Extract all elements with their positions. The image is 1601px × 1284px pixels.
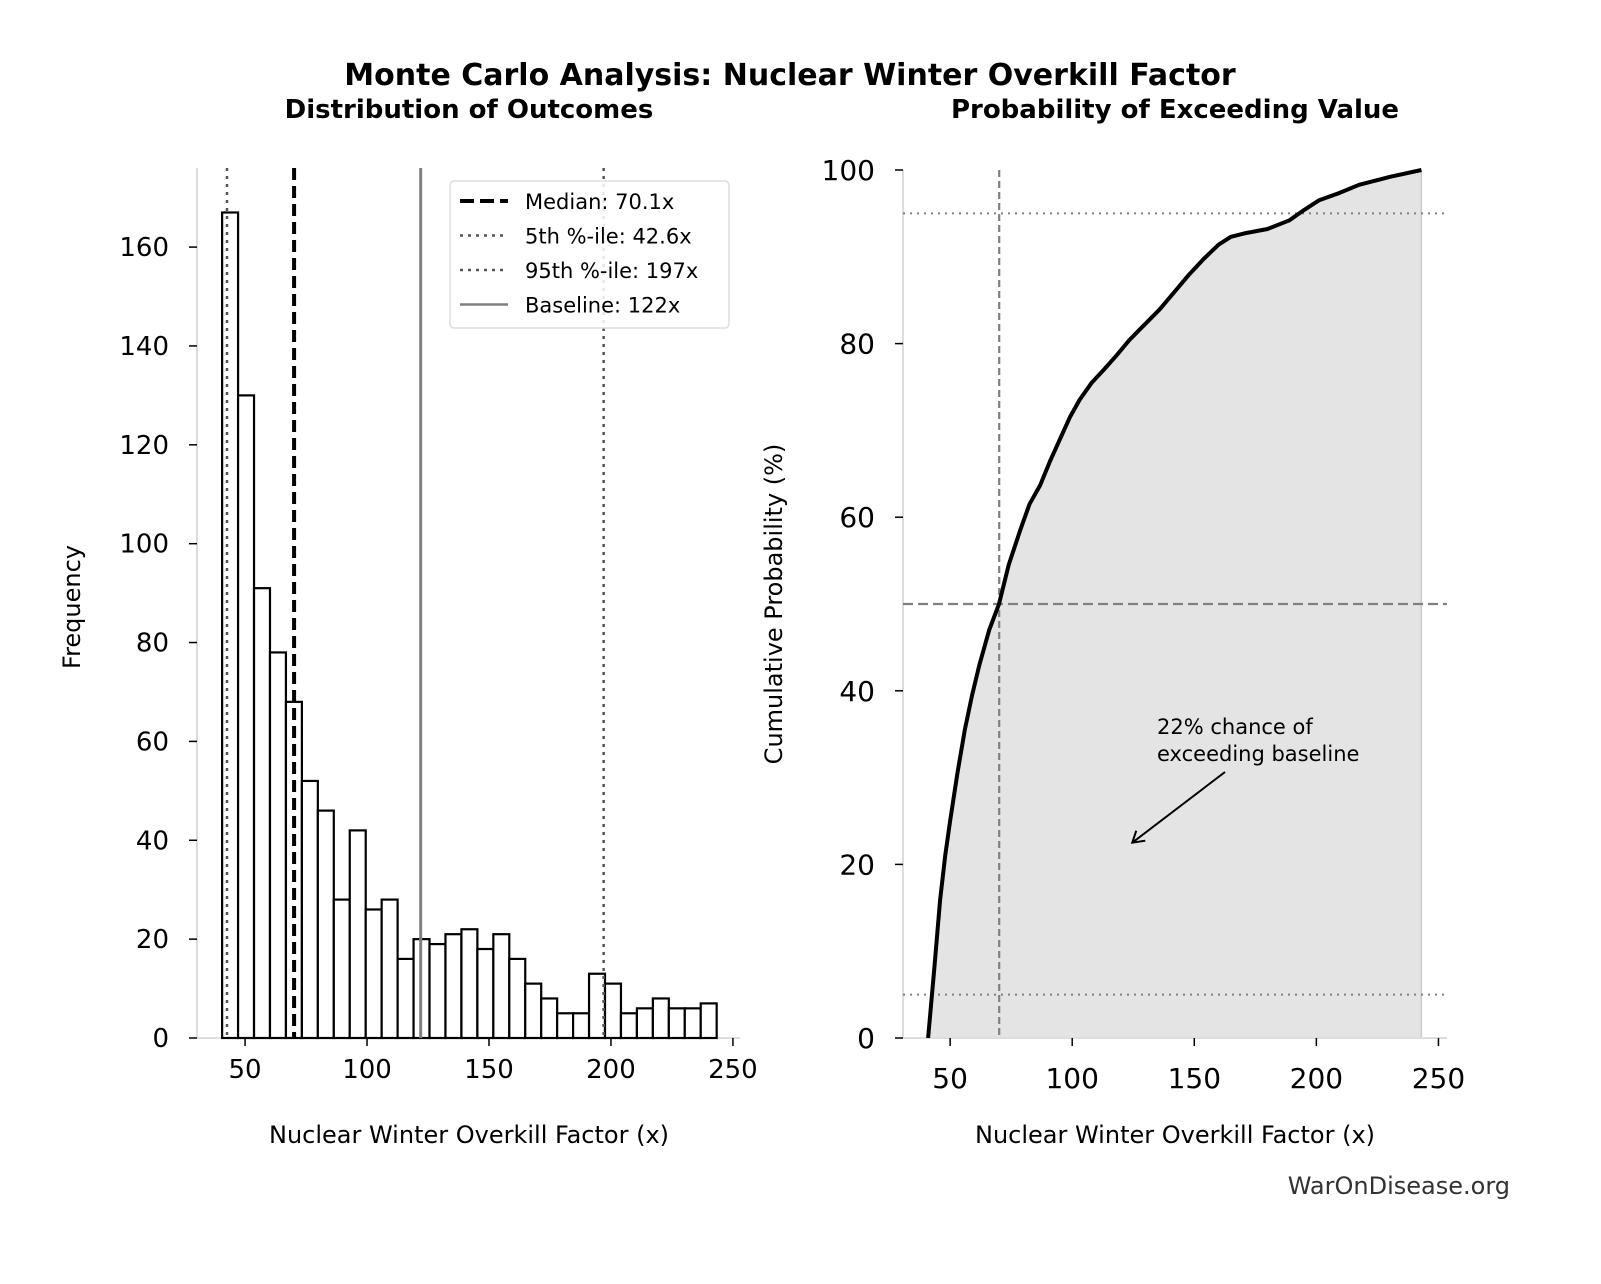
- histogram-bar: [396, 957, 415, 1040]
- y-tick-label: 40: [136, 826, 169, 856]
- x-tick-label: 100: [342, 1055, 392, 1085]
- legend-label: Baseline: 122x: [525, 294, 680, 318]
- legend-label: Median: 70.1x: [525, 190, 674, 214]
- x-tick-label: 50: [932, 1062, 968, 1095]
- y-tick-label: 80: [136, 629, 169, 659]
- y-tick-label: 20: [839, 848, 875, 881]
- x-tick-label: 150: [1168, 1062, 1221, 1095]
- x-tick-label: 200: [586, 1055, 636, 1085]
- histogram-bar: [524, 982, 543, 1040]
- legend-label: 5th %-ile: 42.6x: [525, 225, 692, 249]
- histogram-bar: [556, 1012, 575, 1040]
- annotation-arrow: [1131, 771, 1226, 844]
- annotation-text: 22% chance of: [1157, 715, 1313, 739]
- histogram-bar: [508, 957, 527, 1040]
- arrow-head-icon: [1130, 830, 1146, 844]
- cdf-plot: 50 100 150 200 250 0 20 40 60 80 100 22% chance of e…: [822, 154, 1466, 1095]
- histogram-bar: [380, 898, 399, 1040]
- left-subtitle: Distribution of Outcomes: [285, 95, 654, 125]
- histogram-bar: [444, 933, 463, 1040]
- y-tick-label: 140: [119, 332, 169, 362]
- histogram-bar: [221, 211, 240, 1040]
- y-tick-label: 100: [119, 530, 169, 560]
- watermark: WarOnDisease.org: [1288, 1172, 1510, 1200]
- y-tick-label: 0: [857, 1022, 875, 1055]
- histogram-bar: [236, 394, 256, 1040]
- legend-label: 95th %-ile: 197x: [525, 259, 698, 283]
- y-tick-label: 120: [119, 431, 169, 461]
- histogram-bar: [635, 1007, 654, 1040]
- y-tick-label: 80: [839, 328, 875, 361]
- x-tick-label: 200: [1290, 1062, 1343, 1095]
- left-xlabel: Nuclear Winter Overkill Factor (x): [269, 1121, 669, 1149]
- legend-box: [449, 180, 730, 329]
- y-tick-label: 60: [136, 727, 169, 757]
- histogram-bar: [300, 779, 319, 1040]
- y-tick-label: 100: [822, 154, 875, 187]
- left-ylabel: Frequency: [58, 545, 86, 669]
- histogram-bar: [316, 809, 335, 1040]
- histogram-plot: 50 100 150 200 250 0 20 40 60 80 100 120 140 160 Media…: [119, 168, 758, 1085]
- histogram-bar: [540, 997, 559, 1040]
- histogram-bar: [667, 1007, 686, 1040]
- histogram-bar: [252, 587, 272, 1040]
- figure-title: Monte Carlo Analysis: Nuclear Winter Ove…: [344, 58, 1236, 93]
- histogram-bar: [651, 997, 670, 1040]
- histogram-bar: [428, 942, 447, 1040]
- right-ylabel: Cumulative Probability (%): [760, 444, 788, 765]
- cdf-line: [926, 168, 1422, 1039]
- x-tick-label: 250: [1412, 1062, 1465, 1095]
- histogram-bar: [476, 947, 495, 1040]
- right-xlabel: Nuclear Winter Overkill Factor (x): [975, 1121, 1375, 1149]
- histogram-bar: [699, 1002, 718, 1040]
- histogram-bar: [571, 1012, 591, 1040]
- histogram-bar: [268, 651, 288, 1040]
- histogram-bar: [603, 982, 623, 1040]
- y-tick-label: 160: [119, 233, 169, 263]
- y-tick-label: 60: [839, 501, 875, 534]
- x-tick-label: 50: [229, 1055, 262, 1085]
- histogram-bar: [683, 1007, 702, 1040]
- histogram-bar: [619, 1012, 639, 1040]
- histogram-bar: [492, 933, 511, 1040]
- histogram-bar: [332, 898, 351, 1040]
- y-tick-label: 0: [152, 1024, 169, 1054]
- y-tick-label: 20: [136, 925, 169, 955]
- histogram-bar: [348, 829, 367, 1040]
- right-subtitle: Probability of Exceeding Value: [951, 95, 1399, 125]
- y-tick-label: 40: [839, 675, 875, 708]
- histogram-bar: [364, 908, 383, 1040]
- histogram-bar: [460, 928, 479, 1040]
- x-tick-label: 100: [1045, 1062, 1098, 1095]
- annotation-text: exceeding baseline: [1157, 742, 1359, 766]
- x-tick-label: 250: [708, 1055, 758, 1085]
- x-tick-label: 150: [464, 1055, 514, 1085]
- histogram-bar: [587, 972, 607, 1040]
- legend: Median: 70.1x 5th %-ile: 42.6x 95th %-ile:…: [449, 180, 730, 329]
